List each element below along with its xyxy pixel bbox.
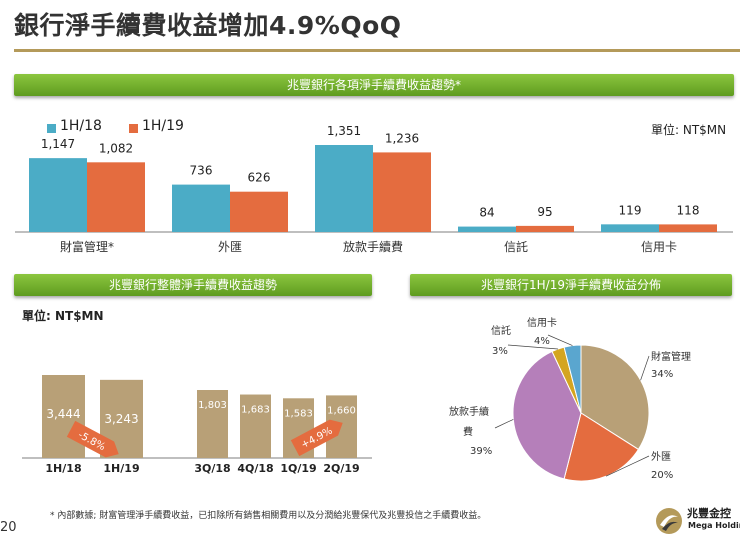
logo-name: 兆豐金控 (687, 507, 731, 520)
title-divider (14, 49, 740, 52)
data-label-1Q/19: 1,583 (284, 408, 313, 419)
slice-label-0: 財富管理 (651, 350, 691, 363)
leader-line-1 (605, 455, 650, 477)
data-label-1H/18-0: 1,147 (41, 137, 75, 151)
leader-line-4 (547, 334, 573, 346)
change-arrow-shape-q (290, 419, 343, 457)
bar-3Q/18 (197, 390, 228, 458)
footnote: * 內部數據; 財富管理淨手續費收益，已扣除所有銷售相關費用以及分潤給兆豐保代及… (50, 511, 487, 521)
category-label-2Q/19: 2Q/19 (323, 462, 359, 475)
data-label-1H/18-1: 736 (190, 164, 213, 178)
data-label-1H/18-2: 1,351 (327, 124, 361, 138)
data-label-3Q/18: 1,803 (198, 400, 227, 411)
unit-label-left: 單位: NT$MN (22, 309, 104, 323)
total-fee-banner: 兆豐銀行整體淨手續費收益趨勢 (14, 274, 372, 296)
data-label-1H/18-3: 84 (479, 206, 494, 220)
category-label-0: 財富管理* (60, 239, 114, 254)
bar-chart-banner: 兆豐銀行各項淨手續費收益趨勢* (14, 74, 734, 96)
bar-1H/18-3 (458, 226, 516, 232)
bar-1H/18-4 (601, 224, 659, 232)
page-number: 20 (0, 520, 17, 535)
slice-percent-3: 3% (492, 346, 508, 357)
slice-percent-1: 20% (651, 470, 673, 481)
data-label-1H/18: 3,444 (46, 407, 80, 421)
bar-1H/19-4 (659, 224, 717, 232)
slice-label-2: 放款手續 (449, 405, 489, 418)
category-label-1H/18: 1H/18 (45, 462, 81, 475)
slice-label-tail-2: 費 (463, 425, 473, 438)
mega-holdings-logo-icon (656, 508, 682, 534)
data-label-1H/19-3: 95 (537, 205, 552, 219)
slice-label-1: 外匯 (651, 451, 671, 463)
data-label-1H/18-4: 119 (619, 203, 642, 217)
slice-label-4: 信用卡 (527, 316, 557, 329)
category-label-3: 信託 (504, 239, 528, 254)
data-label-1H/19-1: 626 (248, 171, 271, 185)
data-label-2Q/19: 1,660 (327, 405, 356, 416)
slice-percent-4: 4% (534, 336, 550, 347)
slice-percent-2: 39% (470, 446, 492, 457)
leader-line-0 (640, 355, 650, 381)
category-label-4Q/18: 4Q/18 (237, 462, 273, 475)
category-label-4: 信用卡 (641, 240, 677, 254)
logo-subtitle: Mega Holdings (688, 521, 740, 530)
data-label-1H/19: 3,243 (104, 412, 138, 426)
page-title: 銀行淨手續費收益增加4.9%QoQ (14, 11, 402, 40)
distribution-banner: 兆豐銀行1H/19淨手續費收益分佈 (410, 274, 732, 296)
slice-label-3: 信託 (491, 324, 511, 337)
data-label-1H/19-0: 1,082 (99, 141, 133, 155)
change-arrow-shape-1h (66, 420, 119, 458)
leader-line-3 (507, 344, 558, 350)
legend-label-1h18: 1H/18 (60, 118, 102, 134)
bar-1H/19-1 (230, 191, 288, 232)
bar-1H/19-0 (87, 162, 145, 232)
bar-1H/18-2 (315, 145, 373, 232)
legend-swatch-1h18 (47, 124, 56, 133)
bar-1H/18-1 (172, 184, 230, 232)
bar-1H/19-2 (373, 152, 431, 232)
pie-slice-2 (512, 350, 582, 480)
category-label-2: 放款手續費 (343, 239, 403, 254)
category-label-1: 外匯 (218, 240, 242, 254)
slice-percent-0: 34% (651, 369, 673, 380)
bar-4Q/18 (240, 394, 271, 458)
leader-line-2 (494, 419, 514, 429)
bar-1H/19-3 (516, 225, 574, 232)
data-label-4Q/18: 1,683 (241, 405, 270, 416)
legend-label-1h19: 1H/19 (142, 118, 184, 134)
bar-1H/18-0 (29, 158, 87, 232)
data-label-1H/19-4: 118 (677, 203, 700, 217)
data-label-1H/19-2: 1,236 (385, 131, 419, 145)
legend-swatch-1h19 (129, 124, 138, 133)
bar-1H/18 (42, 375, 85, 458)
unit-label-top: 單位: NT$MN (651, 123, 727, 137)
category-label-1Q/19: 1Q/19 (280, 462, 316, 475)
category-label-1H/19: 1H/19 (103, 462, 139, 475)
category-label-3Q/18: 3Q/18 (194, 462, 230, 475)
